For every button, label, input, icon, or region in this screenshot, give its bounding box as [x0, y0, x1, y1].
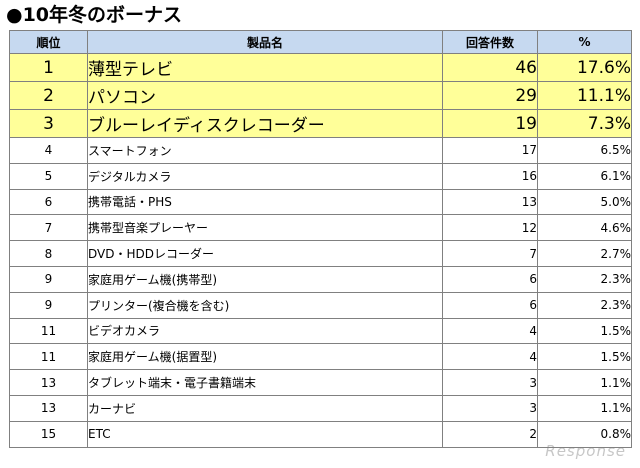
- cell-rank: 8: [9, 240, 88, 267]
- cell-rank: 2: [9, 81, 88, 110]
- cell-count: 3: [442, 394, 538, 422]
- table-row: 13 タブレット端末・電子書籍端末 3 1.1%: [9, 369, 632, 396]
- cell-percent: 4.6%: [537, 214, 632, 242]
- cell-count: 4: [442, 317, 538, 345]
- cell-count: 12: [442, 214, 538, 242]
- cell-product: 薄型テレビ: [87, 53, 443, 82]
- cell-count: 46: [442, 53, 538, 82]
- cell-product: カーナビ: [87, 394, 443, 422]
- table-row: 8 DVD・HDDレコーダー 7 2.7%: [9, 240, 632, 267]
- cell-rank: 11: [9, 317, 88, 345]
- cell-product: DVD・HDDレコーダー: [87, 240, 443, 267]
- cell-product: 携帯型音楽プレーヤー: [87, 214, 443, 242]
- cell-percent: 6.5%: [537, 137, 632, 164]
- table-row: 9 家庭用ゲーム機(携帯型) 6 2.3%: [9, 265, 632, 293]
- cell-product: デジタルカメラ: [87, 162, 443, 190]
- cell-count: 4: [442, 343, 538, 371]
- cell-count: 6: [442, 291, 538, 319]
- cell-count: 29: [442, 81, 538, 110]
- cell-percent: 7.3%: [537, 109, 632, 138]
- cell-rank: 13: [9, 369, 88, 396]
- cell-count: 6: [442, 265, 538, 293]
- cell-percent: 2.3%: [537, 265, 632, 293]
- cell-percent: 5.0%: [537, 188, 632, 216]
- cell-percent: 1.5%: [537, 317, 632, 345]
- cell-product: タブレット端末・電子書籍端末: [87, 369, 443, 396]
- cell-product: ビデオカメラ: [87, 317, 443, 345]
- cell-percent: 0.8%: [537, 420, 632, 448]
- table-body: 1 薄型テレビ 46 17.6% 2 パソコン 29 11.1% 3 ブルーレイディスクレコーダー…: [9, 53, 632, 448]
- table-row: 7 携帯型音楽プレーヤー 12 4.6%: [9, 214, 632, 242]
- cell-percent: 1.1%: [537, 369, 632, 396]
- cell-count: 2: [442, 420, 538, 448]
- cell-percent: 1.1%: [537, 394, 632, 422]
- cell-count: 7: [442, 240, 538, 267]
- cell-percent: 6.1%: [537, 162, 632, 190]
- cell-rank: 5: [9, 162, 88, 190]
- cell-rank: 11: [9, 343, 88, 371]
- header-percent: %: [537, 30, 632, 54]
- cell-rank: 9: [9, 291, 88, 319]
- cell-count: 19: [442, 109, 538, 138]
- table-row: 4 スマートフォン 17 6.5%: [9, 137, 632, 164]
- watermark-logo: Response: [545, 442, 626, 460]
- table-row: 13 カーナビ 3 1.1%: [9, 394, 632, 422]
- cell-product: ブルーレイディスクレコーダー: [87, 109, 443, 138]
- cell-rank: 7: [9, 214, 88, 242]
- cell-product: 家庭用ゲーム機(携帯型): [87, 265, 443, 293]
- table-row: 2 パソコン 29 11.1%: [9, 81, 632, 110]
- table-row: 11 ビデオカメラ 4 1.5%: [9, 317, 632, 345]
- cell-percent: 2.7%: [537, 240, 632, 267]
- table-row: 6 携帯電話・PHS 13 5.0%: [9, 188, 632, 216]
- cell-rank: 4: [9, 137, 88, 164]
- cell-product: パソコン: [87, 81, 443, 110]
- cell-product: スマートフォン: [87, 137, 443, 164]
- cell-count: 16: [442, 162, 538, 190]
- cell-product: 家庭用ゲーム機(据置型): [87, 343, 443, 371]
- cell-percent: 2.3%: [537, 291, 632, 319]
- header-rank: 順位: [9, 30, 88, 54]
- cell-product: プリンター(複合機を含む): [87, 291, 443, 319]
- cell-rank: 1: [9, 53, 88, 82]
- cell-percent: 17.6%: [537, 53, 632, 82]
- table-row: 1 薄型テレビ 46 17.6%: [9, 53, 632, 82]
- cell-count: 13: [442, 188, 538, 216]
- ranking-table: 順位 製品名 回答件数 % 1 薄型テレビ 46 17.6% 2 パソコン 29 11.1% 3…: [9, 30, 632, 448]
- cell-rank: 9: [9, 265, 88, 293]
- cell-rank: 6: [9, 188, 88, 216]
- table-row: 9 プリンター(複合機を含む) 6 2.3%: [9, 291, 632, 319]
- header-count: 回答件数: [442, 30, 538, 54]
- table-header-row: 順位 製品名 回答件数 %: [9, 30, 632, 54]
- table-row: 11 家庭用ゲーム機(据置型) 4 1.5%: [9, 343, 632, 371]
- cell-product: 携帯電話・PHS: [87, 188, 443, 216]
- table-row: 3 ブルーレイディスクレコーダー 19 7.3%: [9, 109, 632, 138]
- page-title: ●10年冬のボーナス: [6, 4, 183, 26]
- table-row: 15 ETC 2 0.8%: [9, 420, 632, 448]
- cell-percent: 1.5%: [537, 343, 632, 371]
- cell-rank: 15: [9, 420, 88, 448]
- cell-percent: 11.1%: [537, 81, 632, 110]
- cell-product: ETC: [87, 420, 443, 448]
- table-row: 5 デジタルカメラ 16 6.1%: [9, 162, 632, 190]
- header-product: 製品名: [87, 30, 443, 54]
- cell-count: 3: [442, 369, 538, 396]
- cell-rank: 3: [9, 109, 88, 138]
- cell-count: 17: [442, 137, 538, 164]
- cell-rank: 13: [9, 394, 88, 422]
